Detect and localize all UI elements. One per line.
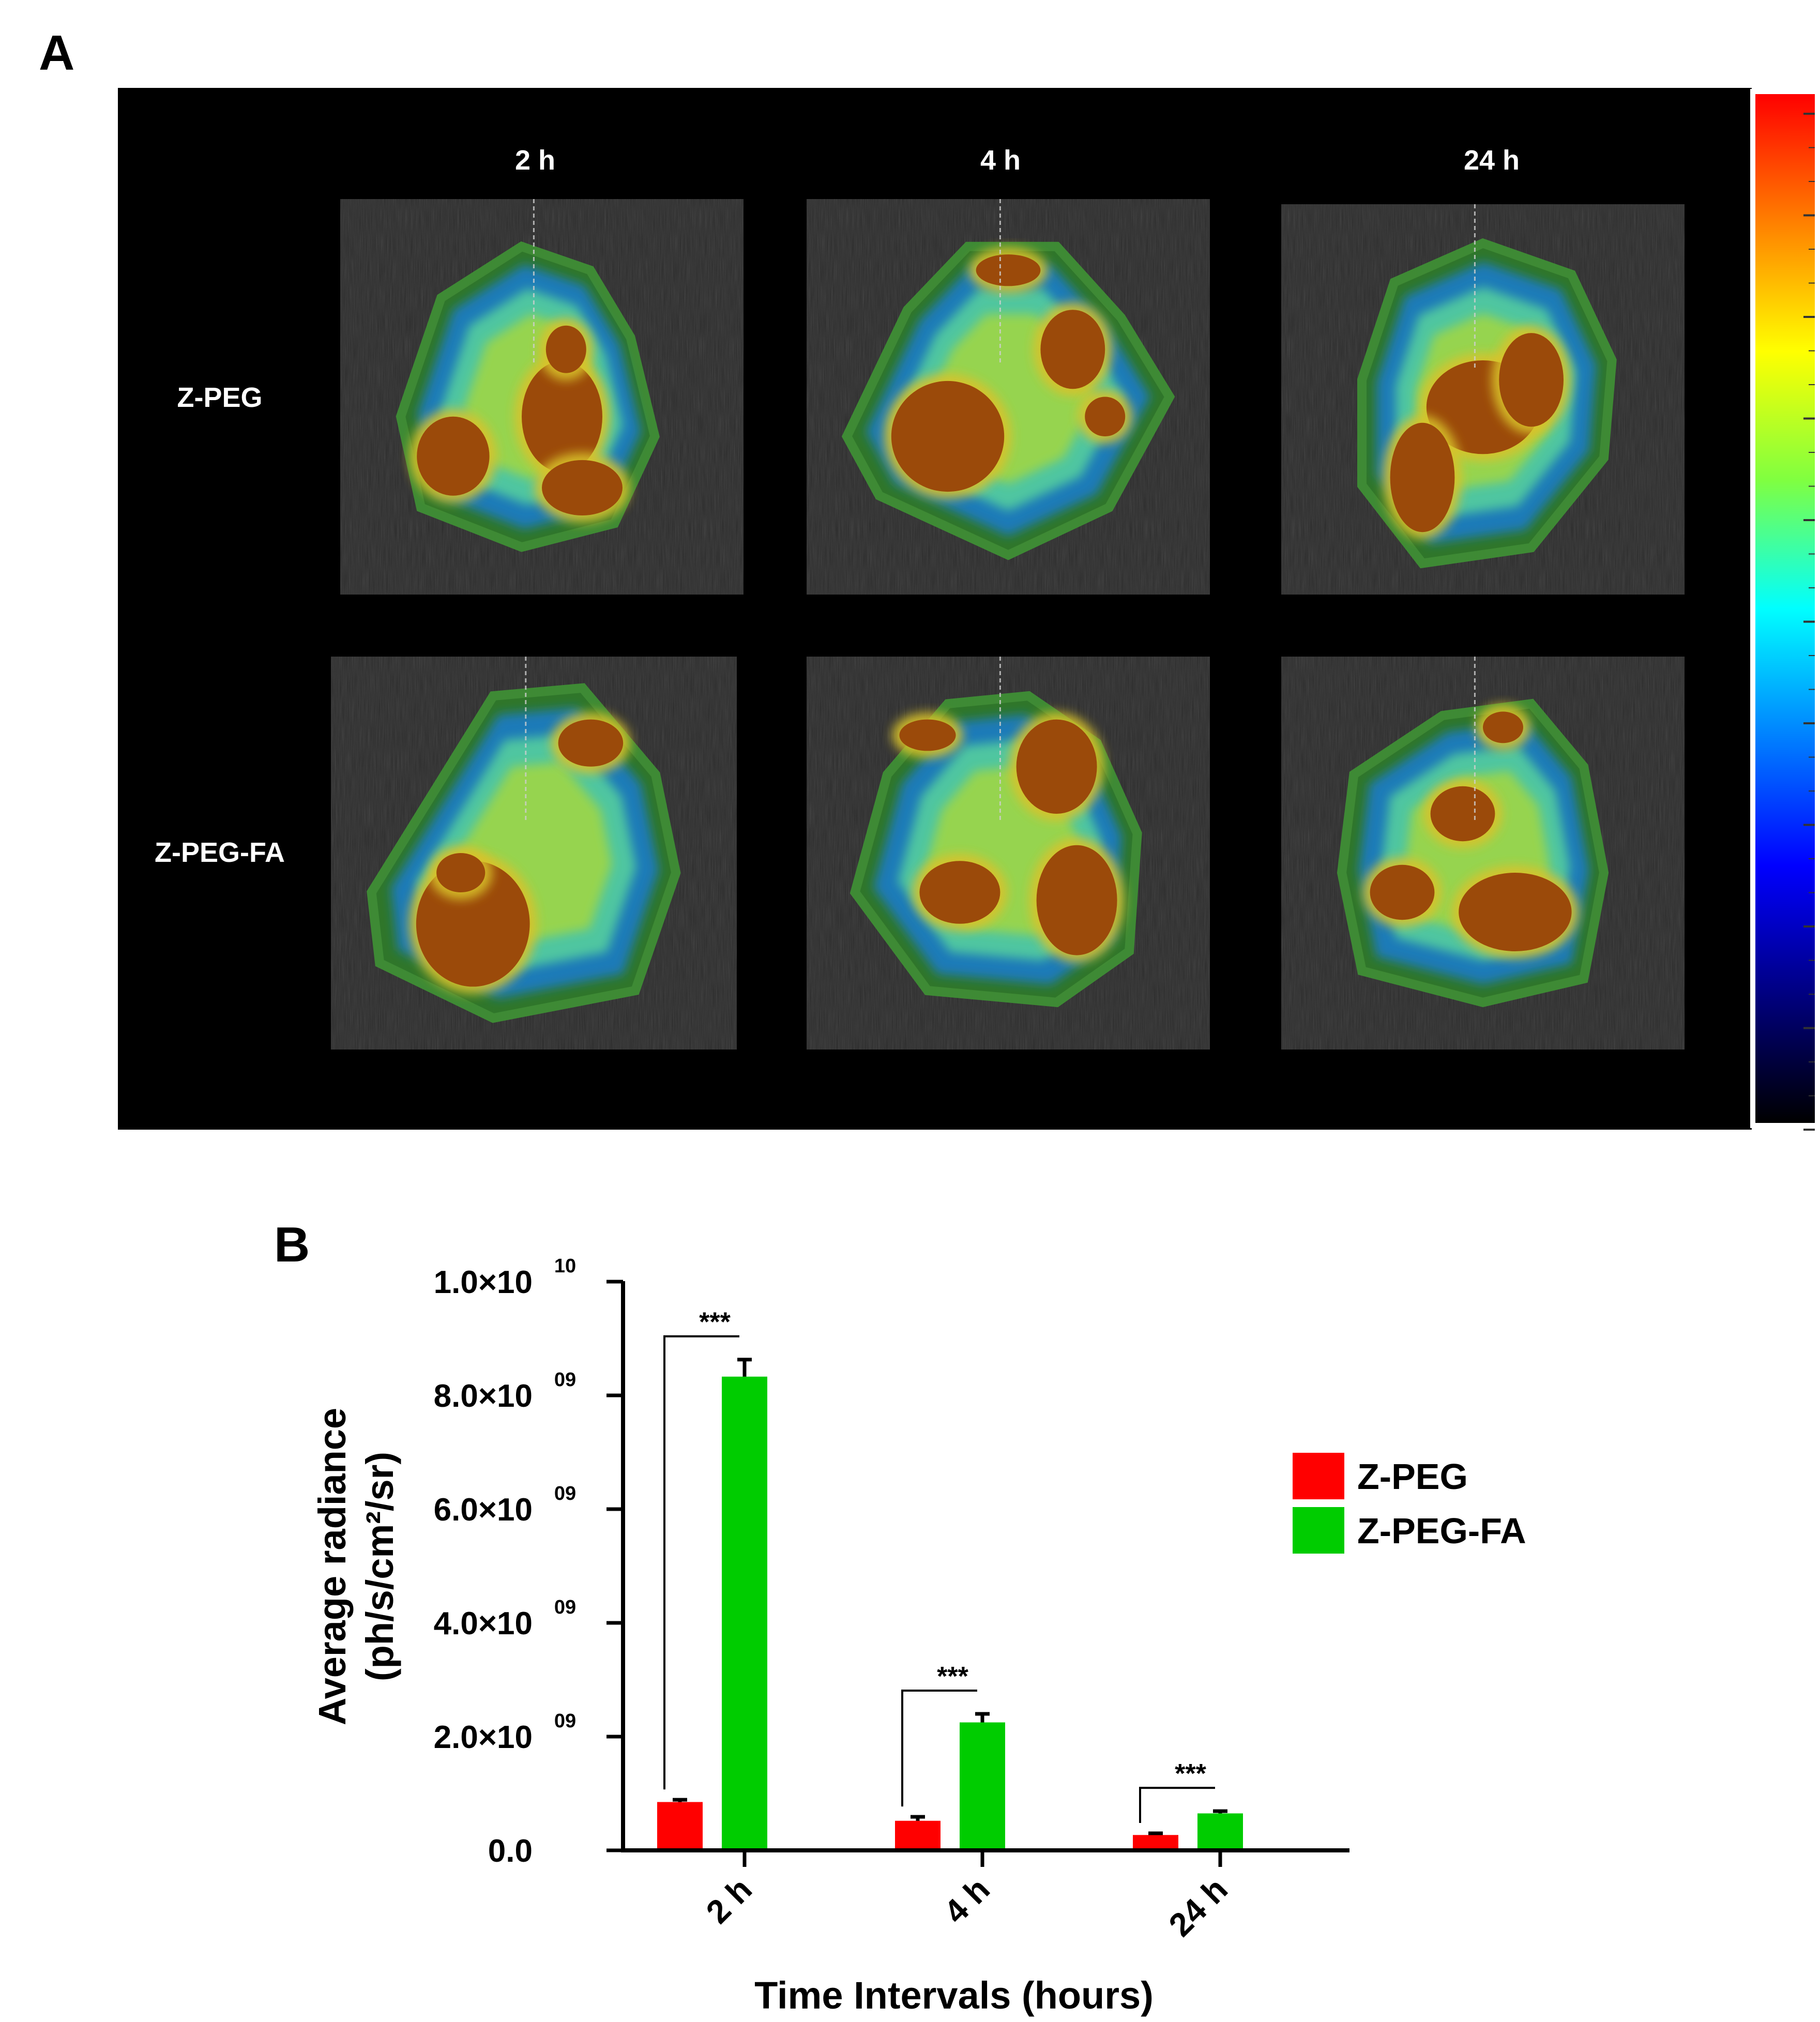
- colorbar-ticks: [1803, 113, 1815, 1131]
- column-label-2h: 2 h: [515, 145, 555, 176]
- y-axis-label-line1: Average radiance: [311, 1408, 354, 1725]
- significance-label: ***: [937, 1662, 968, 1692]
- bar-z-peg-fa-24h: [1197, 1813, 1243, 1850]
- legend-swatch-z-peg: [1293, 1453, 1344, 1499]
- y-tick-exponent: 10: [554, 1255, 576, 1277]
- significance-brackets: *** *** ***: [663, 1308, 1215, 1823]
- panel-b-label: B: [274, 1217, 310, 1272]
- x-tick-label: 24 h: [1161, 1871, 1234, 1943]
- significance-bracket: [1139, 1787, 1215, 1823]
- y-tick-exponent: 09: [554, 1369, 576, 1391]
- legend-label-z-peg-fa: Z-PEG-FA: [1357, 1511, 1526, 1551]
- x-tick-label: 2 h: [699, 1871, 759, 1930]
- legend-swatch-z-peg-fa: [1293, 1507, 1344, 1554]
- x-axis-ticks: 2 h 4 h 24 h: [699, 1850, 1235, 1943]
- imaging-tile: [1281, 657, 1685, 1050]
- bar-z-peg-2h: [657, 1802, 703, 1850]
- imaging-tile: [1281, 204, 1685, 595]
- significance-label: ***: [1175, 1759, 1206, 1789]
- significance-bracket: [901, 1690, 977, 1807]
- bar-z-peg-fa-2h: [722, 1376, 767, 1850]
- bar-z-peg-fa-4h: [960, 1722, 1005, 1850]
- significance-label: ***: [699, 1308, 731, 1337]
- y-tick-label: 1.0×10: [434, 1265, 533, 1300]
- column-label-4h: 4 h: [980, 145, 1021, 176]
- imaging-tile: [807, 657, 1210, 1050]
- y-tick-exponent: 09: [554, 1483, 576, 1504]
- y-tick-label: 4.0×10: [434, 1606, 533, 1641]
- x-tick-label: 4 h: [937, 1871, 997, 1930]
- imaging-tile: [807, 199, 1210, 595]
- y-tick-label: 6.0×10: [434, 1492, 533, 1528]
- bar-z-peg-4h: [895, 1820, 941, 1850]
- bar-chart: 0.0 2.0×10 09 4.0×10 09 6.0×10 09 8.0×10 09 1.0×1…: [311, 1255, 1526, 2017]
- y-tick-label: 0.0: [488, 1833, 533, 1869]
- significance-bracket: [663, 1335, 739, 1790]
- row-label-z-peg-fa: Z-PEG-FA: [155, 837, 285, 868]
- y-axis-ticks: 0.0 2.0×10 09 4.0×10 09 6.0×10 09 8.0×10 09 1.0×1…: [434, 1255, 623, 1869]
- imaging-tiles: [331, 199, 1685, 1050]
- panel-a-label: A: [39, 25, 74, 81]
- row-label-z-peg: Z-PEG: [177, 382, 262, 413]
- y-tick-label: 2.0×10: [434, 1720, 533, 1755]
- y-tick-label: 8.0×10: [434, 1378, 533, 1414]
- legend-label-z-peg: Z-PEG: [1357, 1456, 1468, 1497]
- legend: Z-PEG Z-PEG-FA: [1293, 1453, 1526, 1554]
- imaging-tile: [331, 657, 737, 1050]
- y-tick-exponent: 09: [554, 1710, 576, 1732]
- column-label-24h: 24 h: [1464, 145, 1520, 176]
- y-tick-exponent: 09: [554, 1597, 576, 1618]
- bars: [657, 1358, 1243, 1850]
- colorbar: [1755, 94, 1815, 1123]
- y-axis-label-line2: (ph/s/cm²/sr): [358, 1452, 401, 1681]
- x-axis-label: Time Intervals (hours): [754, 1974, 1154, 2017]
- imaging-tile: [340, 199, 744, 595]
- bar-z-peg-24h: [1133, 1835, 1178, 1850]
